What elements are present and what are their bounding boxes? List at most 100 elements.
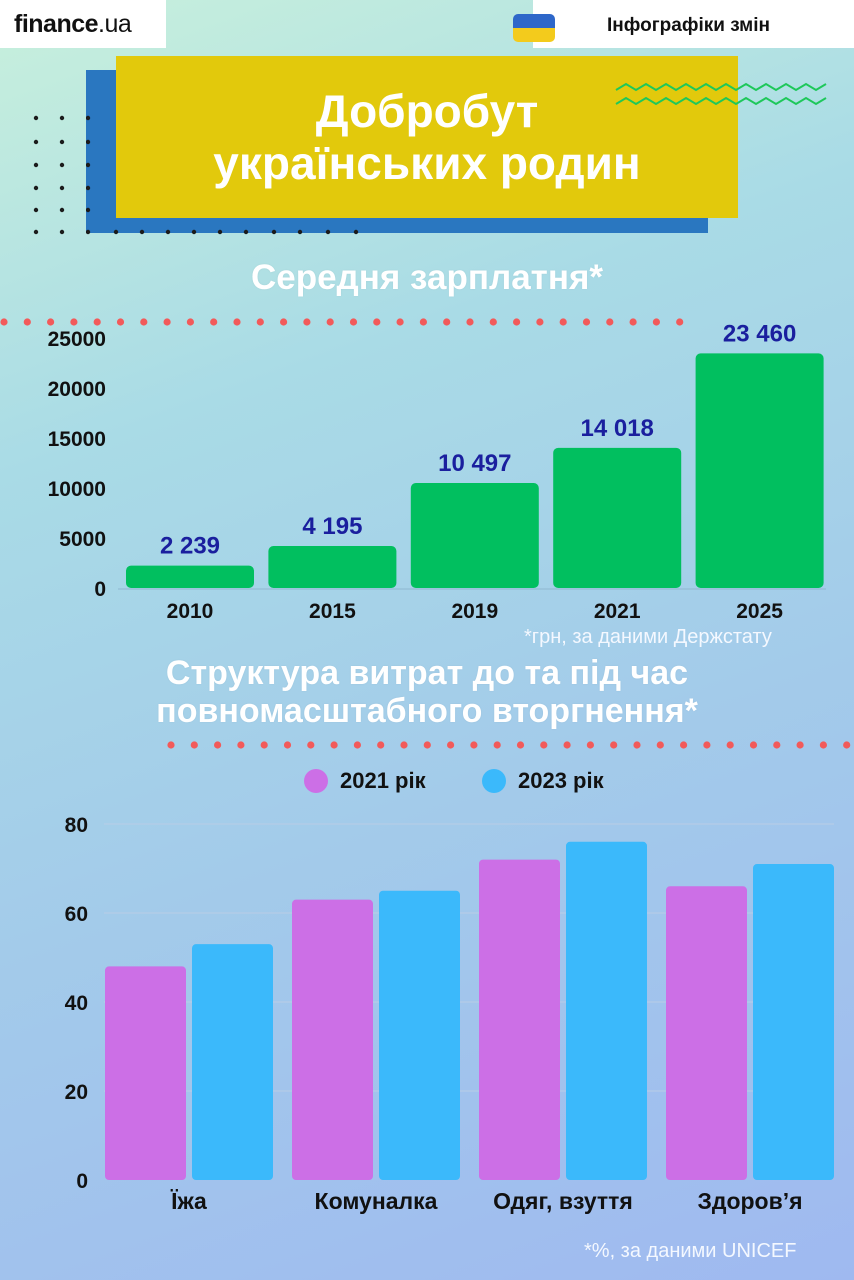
dotted-divider-dot <box>260 741 268 749</box>
dotted-divider-dot <box>773 741 781 749</box>
salary-note: *грн, за даними Держстату <box>524 626 772 648</box>
salary-value-label: 10 497 <box>438 450 511 477</box>
spend-bar <box>753 864 834 1180</box>
logo: finance.ua <box>14 9 132 39</box>
dotted-divider-dot <box>214 741 222 749</box>
x-tick-label: 2021 <box>594 600 641 623</box>
dotted-divider-dot <box>400 741 408 749</box>
dotted-divider-dot <box>70 318 78 326</box>
main-title-line2: українських родин <box>213 137 641 189</box>
dotted-divider-dot <box>843 741 851 749</box>
dotted-divider-dot <box>167 741 175 749</box>
spend-chart-title-line2: повномасштабного вторгнення* <box>156 692 698 730</box>
dotted-divider-dot <box>349 318 358 326</box>
main-title-line1: Добробут <box>315 85 539 137</box>
y-tick-label: 0 <box>76 1170 88 1193</box>
x-tick-label: Одяг, взуття <box>493 1188 633 1214</box>
salary-bar <box>268 546 397 588</box>
x-tick-label: Їжа <box>170 1188 207 1214</box>
dotted-divider-dot <box>703 741 711 749</box>
y-tick-label: 5000 <box>59 528 106 551</box>
spend-chart-title-line1: Структура витрат до та під час <box>165 654 689 692</box>
dotted-divider-dot <box>513 318 521 326</box>
dotted-divider-dot <box>307 741 315 749</box>
dotted-divider-dot <box>210 318 218 326</box>
dotted-divider-dot <box>163 318 171 326</box>
dotted-divider-dot <box>676 318 684 326</box>
dotted-divider-dot <box>330 741 338 749</box>
dotted-divider-dot <box>536 318 544 326</box>
brand-label: Інфографіки змін <box>607 15 770 36</box>
x-tick-label: Здоров’я <box>697 1188 802 1214</box>
dotted-divider-dot <box>447 741 455 749</box>
dot-grid-decoration-overlay <box>86 115 359 235</box>
brand-box: Інфографіки змін <box>513 0 854 48</box>
dotted-divider-dot <box>396 318 404 326</box>
dotted-divider-dot <box>540 741 548 749</box>
dotted-divider-dot <box>656 741 664 749</box>
dotted-divider-dot <box>652 318 661 326</box>
legend-marker <box>304 769 328 793</box>
dotted-divider-dot <box>140 318 148 326</box>
dotted-divider-dot <box>796 741 804 749</box>
logo-main: finance <box>14 9 99 38</box>
salary-chart-title: Середня зарплатня* <box>250 258 604 297</box>
dotted-divider-dot <box>280 318 288 326</box>
dotted-divider-dot <box>606 318 614 326</box>
dotted-divider-dot <box>233 318 241 326</box>
dotted-divider-dot <box>470 741 478 749</box>
dotted-divider-dot <box>610 741 618 749</box>
y-tick-label: 80 <box>65 814 88 837</box>
spend-bar <box>379 890 460 1180</box>
salary-value-label: 14 018 <box>580 415 653 442</box>
spend-chart: 2021 рік 2023 рік 0 20 40 60 80 Їжа Комуналка Одя… <box>65 741 851 1214</box>
dotted-divider-dot <box>563 741 571 749</box>
dotted-divider-dot <box>423 741 431 749</box>
salary-value-label: 23 460 <box>723 320 796 347</box>
salary-value-label: 2 239 <box>160 533 220 560</box>
dotted-divider-dot <box>419 318 427 326</box>
dotted-divider-dot <box>283 741 292 749</box>
dotted-divider-dot <box>489 318 497 326</box>
spend-note: *%, за даними UNICEF <box>584 1240 797 1262</box>
dotted-divider-dot <box>559 318 567 326</box>
y-tick-label: 10000 <box>48 478 106 501</box>
salary-bar <box>410 483 539 588</box>
dotted-divider-dot <box>186 318 194 326</box>
dotted-divider-dot <box>47 318 55 326</box>
dot-grid-decoration <box>33 115 65 235</box>
dotted-divider-dot <box>466 318 474 326</box>
y-tick-label: 15000 <box>48 428 106 451</box>
salary-bar <box>126 565 254 588</box>
dotted-divider-dot <box>819 741 828 749</box>
x-tick-label: 2015 <box>309 600 356 623</box>
dotted-divider-dot <box>23 318 31 326</box>
dotted-divider-dot <box>633 741 641 749</box>
x-tick-label: 2019 <box>451 600 498 623</box>
dotted-divider-dot <box>586 741 595 749</box>
dotted-divider-dot <box>493 741 501 749</box>
dotted-divider-dot <box>516 741 525 749</box>
salary-chart: 0 5000 10000 15000 20000 25000 2 239 2010 4 195 2… <box>0 318 826 623</box>
dotted-divider-dot <box>373 318 381 326</box>
logo-box: finance.ua <box>0 0 166 48</box>
y-tick-label: 20 <box>65 1081 88 1104</box>
y-tick-label: 20000 <box>48 378 106 401</box>
dotted-divider-dot <box>726 741 734 749</box>
y-tick-label: 0 <box>94 578 106 601</box>
dotted-divider-dot <box>190 741 198 749</box>
dotted-divider-dot <box>377 741 385 749</box>
salary-value-label: 4 195 <box>302 513 362 540</box>
dotted-divider-dot <box>582 318 591 326</box>
dotted-divider-dot <box>303 318 311 326</box>
x-tick-label: 2025 <box>736 600 783 623</box>
dotted-divider-dot <box>116 318 125 326</box>
dotted-divider-dot <box>326 318 334 326</box>
dotted-divider-dot <box>93 318 101 326</box>
salary-bar <box>695 353 824 588</box>
dotted-divider-dot <box>237 741 245 749</box>
spend-bar <box>479 859 560 1180</box>
title-block: Добробут українських родин <box>116 56 738 218</box>
x-tick-label: Комуналка <box>315 1188 438 1214</box>
logo-suffix: .ua <box>98 9 132 38</box>
